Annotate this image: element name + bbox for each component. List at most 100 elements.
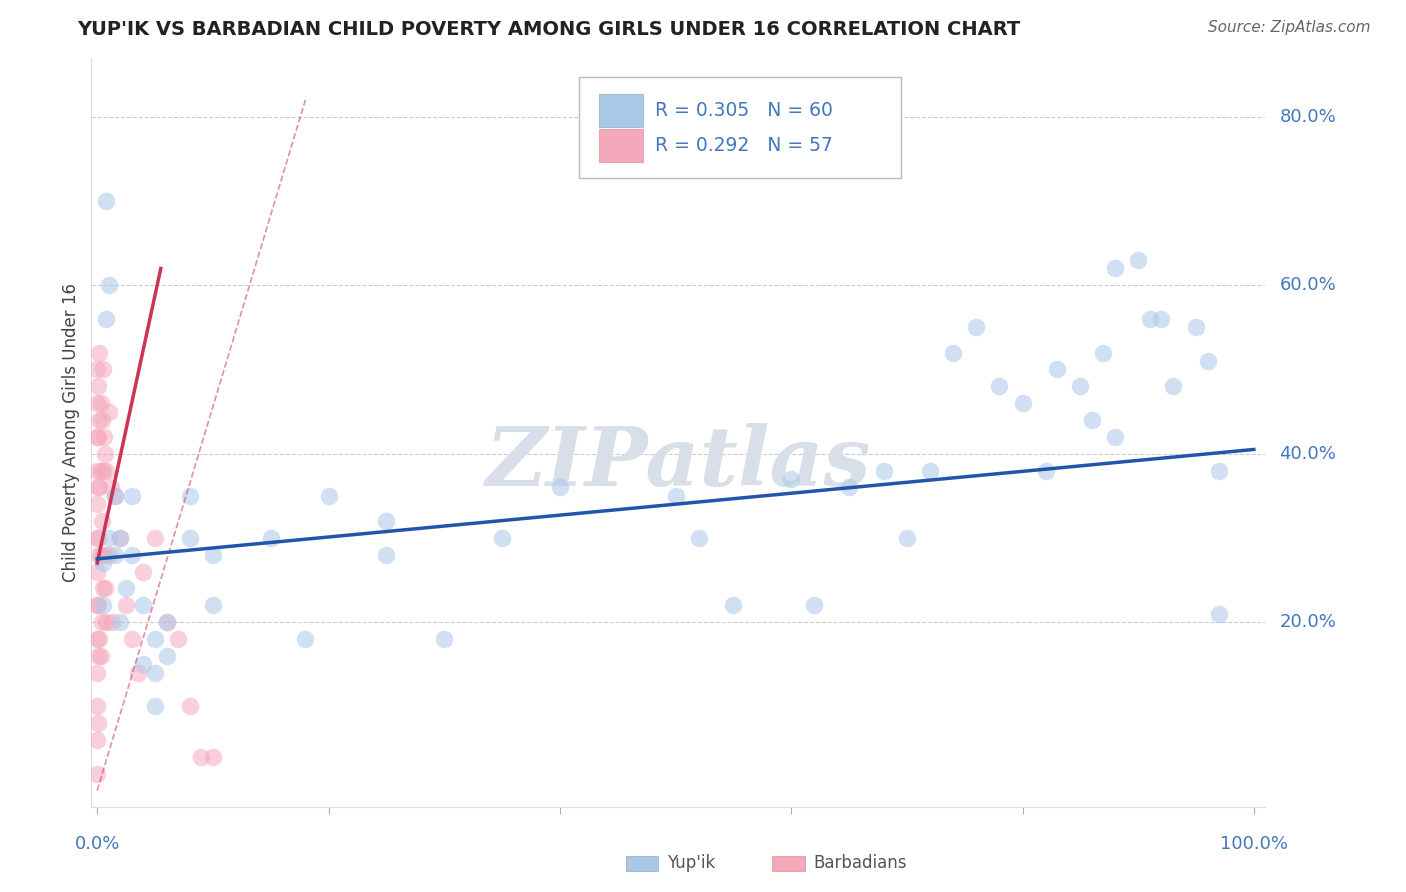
- Point: [96, 194, 118, 208]
- Point: [132, 657, 155, 672]
- Point: [1081, 413, 1104, 427]
- Text: Source: ZipAtlas.com: Source: ZipAtlas.com: [1208, 20, 1371, 35]
- Point: [190, 749, 212, 764]
- Point: [1208, 607, 1230, 621]
- Point: [723, 598, 745, 612]
- Text: 100.0%: 100.0%: [1220, 835, 1288, 853]
- Point: [201, 598, 224, 612]
- Point: [780, 472, 803, 486]
- Point: [87, 648, 110, 663]
- Point: [1208, 463, 1230, 477]
- Text: 60.0%: 60.0%: [1279, 277, 1336, 294]
- Point: [110, 615, 132, 629]
- Point: [1139, 312, 1161, 326]
- Point: [375, 548, 398, 562]
- Point: [664, 489, 686, 503]
- Point: [89, 548, 111, 562]
- Point: [179, 699, 201, 714]
- Point: [103, 489, 125, 503]
- Point: [1104, 261, 1126, 276]
- Point: [103, 548, 125, 562]
- Point: [1011, 396, 1033, 410]
- Point: [988, 379, 1011, 393]
- Text: YUP'IK VS BARBADIAN CHILD POVERTY AMONG GIRLS UNDER 16 CORRELATION CHART: YUP'IK VS BARBADIAN CHILD POVERTY AMONG …: [77, 20, 1021, 38]
- Point: [896, 531, 918, 545]
- Point: [86, 632, 108, 646]
- Point: [433, 632, 456, 646]
- Point: [89, 345, 111, 359]
- Point: [91, 362, 114, 376]
- Text: 20.0%: 20.0%: [1279, 613, 1336, 631]
- Text: R = 0.305   N = 60: R = 0.305 N = 60: [655, 101, 832, 120]
- Point: [86, 766, 108, 780]
- Point: [1197, 354, 1219, 368]
- Point: [87, 480, 110, 494]
- Text: 40.0%: 40.0%: [1279, 445, 1336, 463]
- Point: [375, 514, 398, 528]
- Point: [803, 598, 825, 612]
- Point: [86, 396, 108, 410]
- Point: [688, 531, 710, 545]
- Point: [90, 548, 112, 562]
- Point: [90, 413, 112, 427]
- Point: [942, 345, 965, 359]
- Point: [86, 497, 108, 511]
- Point: [1128, 253, 1150, 268]
- Point: [167, 632, 190, 646]
- Y-axis label: Child Poverty Among Girls Under 16: Child Poverty Among Girls Under 16: [62, 283, 80, 582]
- Point: [87, 598, 110, 612]
- Point: [86, 362, 108, 376]
- Point: [91, 598, 114, 612]
- Point: [90, 463, 112, 477]
- Point: [91, 582, 114, 596]
- Point: [143, 665, 166, 680]
- Point: [155, 648, 177, 663]
- Text: Yup'ik: Yup'ik: [666, 855, 714, 872]
- FancyBboxPatch shape: [579, 77, 901, 178]
- Point: [87, 430, 110, 444]
- Point: [86, 665, 108, 680]
- Point: [103, 489, 125, 503]
- Point: [97, 531, 120, 545]
- Point: [97, 548, 120, 562]
- Point: [143, 632, 166, 646]
- Text: 80.0%: 80.0%: [1279, 108, 1336, 126]
- Point: [143, 531, 166, 545]
- Point: [127, 665, 149, 680]
- Point: [201, 749, 224, 764]
- Point: [90, 615, 112, 629]
- Point: [91, 556, 114, 570]
- Text: 0.0%: 0.0%: [75, 835, 120, 853]
- Point: [93, 430, 115, 444]
- Point: [87, 531, 110, 545]
- Point: [100, 480, 122, 494]
- Point: [97, 278, 120, 293]
- Point: [115, 582, 138, 596]
- Point: [873, 463, 896, 477]
- Point: [110, 531, 132, 545]
- Point: [86, 598, 108, 612]
- Point: [87, 379, 110, 393]
- Point: [96, 312, 118, 326]
- Point: [91, 463, 114, 477]
- Point: [294, 632, 316, 646]
- Point: [86, 565, 108, 579]
- Point: [97, 404, 120, 418]
- Point: [86, 732, 108, 747]
- Point: [143, 699, 166, 714]
- Point: [201, 548, 224, 562]
- Point: [115, 598, 138, 612]
- Point: [548, 480, 571, 494]
- Point: [179, 489, 201, 503]
- Point: [1161, 379, 1184, 393]
- Text: R = 0.292   N = 57: R = 0.292 N = 57: [655, 136, 832, 155]
- Text: Barbadians: Barbadians: [814, 855, 907, 872]
- Point: [1046, 362, 1069, 376]
- Point: [121, 632, 143, 646]
- Point: [87, 716, 110, 731]
- Point: [155, 615, 177, 629]
- Point: [318, 489, 340, 503]
- Point: [86, 699, 108, 714]
- Point: [1092, 345, 1115, 359]
- Point: [96, 615, 118, 629]
